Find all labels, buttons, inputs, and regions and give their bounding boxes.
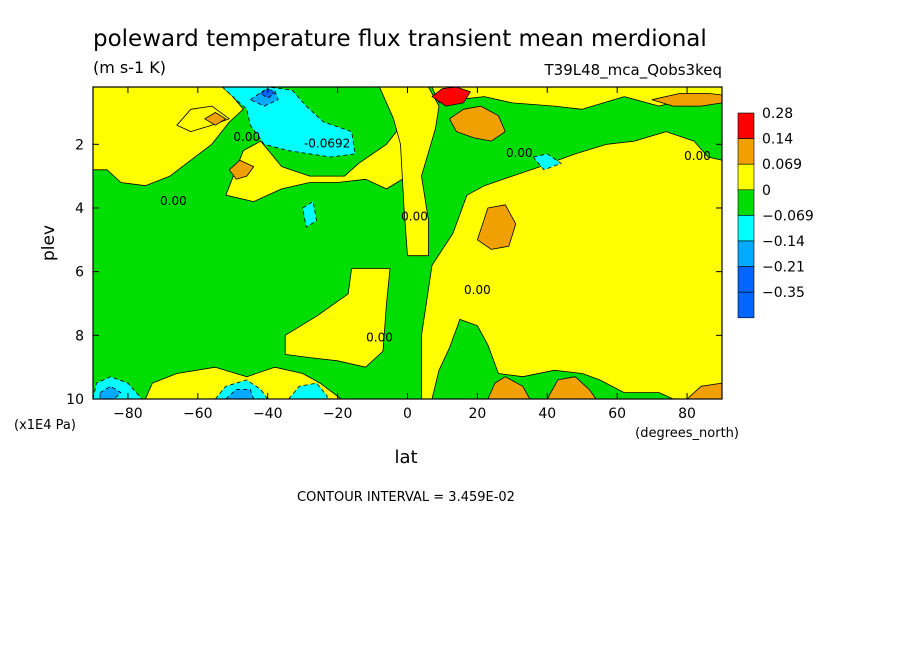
colorbar: 0.28 0.14 0.069 0 −0.069 −0.14 −0.21 −0.35: [737, 106, 814, 319]
contour-region-pos2: [228, 159, 255, 180]
contour-region-pos3: [431, 87, 471, 107]
x-tick-label: 0: [403, 406, 412, 422]
x-tick-label: 80: [678, 406, 696, 422]
y-tick-label: 8: [75, 328, 84, 344]
y-tick-label: 6: [75, 265, 84, 281]
contour-region-neg3: [99, 385, 122, 399]
contour-label: 0.00: [506, 146, 533, 160]
contour-region-pos1: [379, 87, 440, 257]
y-tick-label: 10: [66, 392, 84, 408]
contour-region-pos2: [476, 204, 517, 250]
contour-region-pos2: [448, 105, 506, 142]
contour-region-pos1: [421, 131, 722, 399]
colorbar-swatch: [737, 163, 755, 191]
colorbar-label: −0.069: [762, 208, 814, 224]
contour-region-neg2: [288, 382, 328, 399]
contour-region-pos2: [686, 382, 722, 399]
contour-label: 0.00: [160, 194, 187, 208]
colorbar-swatch: [737, 112, 755, 139]
x-tick-label: −40: [253, 406, 283, 422]
dataset-label: T39L48_mca_Qobs3keq: [543, 61, 722, 80]
contour-region-neg2: [221, 87, 356, 158]
x-tick-label: 40: [538, 406, 556, 422]
contour-label: -0.0692: [304, 136, 350, 150]
colorbar-swatch: [737, 240, 755, 267]
contour-label: 0.00: [684, 149, 711, 163]
x-tick-label: −20: [323, 406, 353, 422]
contour-region-neg3: [225, 388, 255, 399]
x-tick-label: 20: [468, 406, 486, 422]
contour-region-pos2: [546, 376, 597, 399]
y-tick-label: 4: [75, 201, 84, 217]
contour-region-pos1: [176, 105, 230, 133]
colorbar-swatch: [737, 189, 755, 216]
contour-label: 0.00: [464, 283, 491, 297]
chart-title: poleward temperature flux transient mean…: [93, 26, 707, 52]
y-axis-units: (x1E4 Pa): [14, 418, 76, 433]
contour-interval-note: CONTOUR INTERVAL = 3.459E-02: [297, 490, 515, 505]
colorbar-label: −0.21: [762, 260, 805, 276]
plot-area: 0.00 -0.0692 0.00 0.00 0.00 0.00 0.00 0.00 −80 −…: [66, 86, 723, 422]
colorbar-label: 0: [762, 183, 771, 199]
y-axis-label: plev: [39, 225, 59, 261]
contour-label: 0.00: [366, 331, 393, 345]
x-tick-label: −80: [113, 406, 143, 422]
contour-label: 0.00: [401, 210, 428, 224]
colorbar-label: −0.35: [762, 285, 805, 301]
contour-region-pos2: [487, 376, 531, 399]
colorbar-label: 0.28: [762, 106, 793, 122]
x-axis-units: (degrees_north): [635, 426, 739, 441]
colorbar-label: 0.069: [762, 157, 802, 173]
x-tick-label: −60: [183, 406, 213, 422]
colorbar-label: −0.14: [762, 234, 805, 250]
contour-region-neg2: [532, 153, 562, 171]
colorbar-swatch: [737, 291, 755, 319]
y-tick-label: 2: [75, 137, 84, 153]
colorbar-swatch: [737, 138, 755, 165]
x-tick-label: 60: [608, 406, 626, 422]
contour-region-pos1: [284, 268, 391, 368]
contour-region-pos2: [204, 112, 227, 126]
colorbar-swatch: [737, 215, 755, 242]
colorbar-swatch: [737, 266, 755, 293]
contour-region-neg4: [260, 88, 276, 99]
contour-region-neg2: [302, 201, 318, 228]
colorbar-label: 0.14: [762, 132, 793, 148]
contour-region-pos2: [651, 93, 722, 107]
contour-label: 0.00: [233, 130, 260, 144]
chart-units: (m s-1 K): [93, 58, 166, 77]
x-axis-label: lat: [394, 447, 417, 468]
